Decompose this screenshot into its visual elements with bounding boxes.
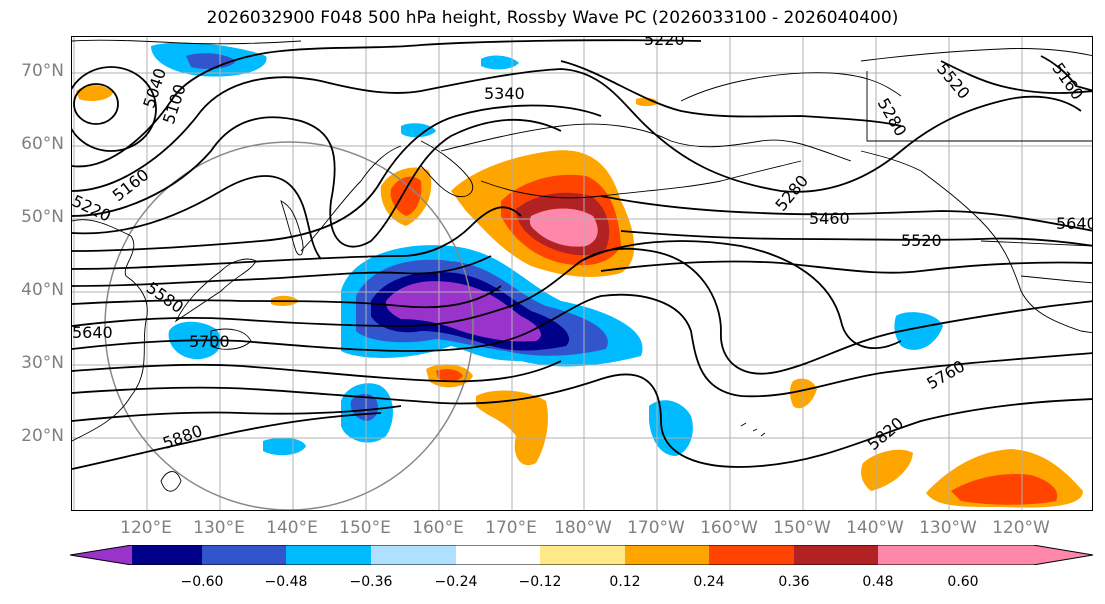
coastlines: [72, 39, 1092, 492]
positive-anomaly-main: [380, 150, 635, 277]
contour-label-5220-top: 5220: [644, 37, 685, 49]
contour-label-5640-east: 5640: [1056, 214, 1093, 233]
colorbar-bin: [540, 545, 625, 565]
contour-label-5880: 5880: [160, 421, 205, 453]
colorbar-bin: [371, 545, 456, 565]
contour-label-5280-ne: 5280: [874, 95, 911, 140]
colorbar-max-extension: [963, 545, 1093, 565]
lon-label-130e: 130°E: [193, 518, 245, 538]
contour-label-5760: 5760: [923, 356, 968, 393]
colorbar-tick: 0.24: [693, 574, 725, 590]
graticule: [72, 37, 1092, 510]
lon-label-140w: 140°W: [846, 518, 904, 538]
lat-label-50n: 50°N: [21, 207, 64, 227]
contour-label-5340: 5340: [484, 84, 525, 103]
colorbar-bin: [878, 545, 963, 565]
colorbar-tick: −0.24: [434, 574, 478, 590]
reference-circle: [104, 141, 474, 510]
colorbar: [70, 545, 1094, 565]
height-contours: [72, 39, 1092, 470]
contour-label-5280-mid: 5280: [771, 171, 812, 214]
lon-label-180w: 180°W: [554, 518, 612, 538]
map-panel: 5220 5340 5280 5520 5280 5460 5520 5040 …: [71, 36, 1093, 511]
contour-label-5160-east: 5160: [1048, 59, 1087, 103]
lat-label-20n: 20°N: [21, 426, 64, 446]
colorbar-bin: [132, 545, 202, 565]
contour-label-5640-west: 5640: [72, 323, 113, 342]
lat-label-30n: 30°N: [21, 353, 64, 373]
figure-title: 2026032900 F048 500 hPa height, Rossby W…: [206, 8, 899, 28]
colorbar-min-extension: [70, 545, 132, 565]
colorbar-tick: 0.12: [609, 574, 641, 590]
negative-anomaly-small: [151, 42, 943, 456]
lon-label-130w: 130°W: [919, 518, 977, 538]
map-canvas: 5220 5340 5280 5520 5280 5460 5520 5040 …: [72, 37, 1093, 510]
colorbar-tick: −0.48: [264, 574, 308, 590]
lon-label-150w: 150°W: [773, 518, 831, 538]
colorbar-bin: [202, 545, 286, 565]
colorbar-bin: [709, 545, 794, 565]
contour-label-5520-ne: 5520: [933, 59, 974, 102]
colorbar-tick: 0.36: [778, 574, 810, 590]
lon-label-160e: 160°E: [412, 518, 464, 538]
positive-anomaly-small: [76, 85, 1083, 508]
colorbar-bin: [794, 545, 878, 565]
lat-label-70n: 70°N: [21, 61, 64, 81]
colorbar-bin: [286, 545, 371, 565]
lat-label-60n: 60°N: [21, 134, 64, 154]
colorbar-tick: 0.60: [947, 574, 979, 590]
colorbar-tick: −0.36: [349, 574, 393, 590]
colorbar-tick: −0.60: [180, 574, 224, 590]
lon-label-120e: 120°E: [120, 518, 172, 538]
colorbar-bin: [625, 545, 709, 565]
lon-label-160w: 160°W: [700, 518, 758, 538]
lon-label-120w: 120°W: [992, 518, 1050, 538]
lon-label-170e: 170°E: [485, 518, 537, 538]
lon-label-170w: 170°W: [627, 518, 685, 538]
contour-label-5820: 5820: [864, 413, 907, 454]
colorbar-bin: [456, 545, 540, 565]
contour-label-5700: 5700: [189, 332, 230, 351]
contour-label-5520-mid: 5520: [901, 231, 942, 250]
colorbar-tick: −0.12: [518, 574, 562, 590]
lat-label-40n: 40°N: [21, 280, 64, 300]
contour-label-5460: 5460: [809, 209, 850, 228]
lon-label-140e: 140°E: [266, 518, 318, 538]
lon-label-150e: 150°E: [339, 518, 391, 538]
colorbar-tick: 0.48: [862, 574, 894, 590]
